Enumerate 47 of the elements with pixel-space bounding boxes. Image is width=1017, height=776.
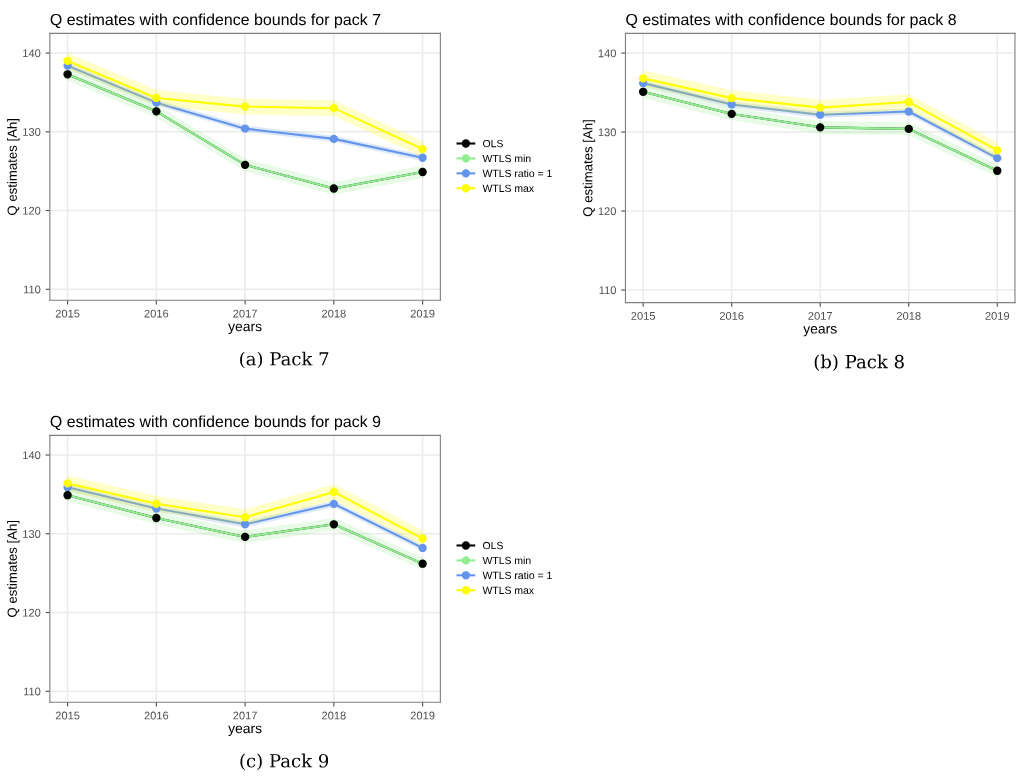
x-tick-label: 2015 xyxy=(55,711,80,720)
y-tick-label: 140 xyxy=(23,451,41,460)
legend-label: OLS xyxy=(483,139,503,148)
y-axis-title: Q estimates [Ah] xyxy=(7,520,20,617)
x-tick-label: 2017 xyxy=(808,311,833,320)
legend-label: WTLS max xyxy=(482,184,534,193)
legend-label: WTLS min xyxy=(482,154,531,163)
y-tick-label: 110 xyxy=(599,286,616,295)
legend-label: OLS xyxy=(483,541,503,550)
text: (a) Pack 7 xyxy=(240,351,329,369)
y-tick-label: 110 xyxy=(23,687,41,696)
x-tick-label: 2017 xyxy=(233,309,257,318)
x-tick-label: 2017 xyxy=(233,711,257,720)
y-tick-label: 140 xyxy=(598,49,616,58)
chart-title: Q estimates with confidence bounds for pack 8 xyxy=(626,13,956,29)
y-tick-label: 130 xyxy=(23,530,41,538)
legend-label: WTLS min xyxy=(482,556,531,565)
text: (c) Pack 9 xyxy=(240,753,329,771)
y-tick-label: 120 xyxy=(598,207,616,216)
x-tick-label: 2018 xyxy=(896,311,921,320)
y-tick-label: 120 xyxy=(23,608,41,617)
y-axis-title: Q estimates [Ah] xyxy=(7,119,20,215)
x-axis-title: years xyxy=(803,326,837,337)
x-tick-label: 2016 xyxy=(144,711,169,720)
x-tick-label: 2018 xyxy=(322,309,346,318)
legend-label: WTLS max xyxy=(482,586,534,594)
y-tick-label: 130 xyxy=(598,128,616,137)
x-tick-label: 2019 xyxy=(410,309,435,318)
x-tick-label: 2019 xyxy=(985,311,1010,320)
text: (b) Pack 8 xyxy=(814,354,904,372)
y-tick-label: 110 xyxy=(23,285,41,294)
chart-title: Q estimates with confidence bounds for pack 9 xyxy=(50,415,381,431)
x-tick-label: 2015 xyxy=(55,309,80,318)
y-axis-title: Q estimates [Ah] xyxy=(582,120,596,217)
x-tick-label: 2015 xyxy=(631,311,656,320)
x-tick-label: 2019 xyxy=(410,711,435,720)
chart-title: Q estimates with confidence bounds for pack 7 xyxy=(50,13,381,29)
x-tick-label: 2016 xyxy=(719,311,744,320)
x-tick-label: 2018 xyxy=(322,711,346,720)
legend-label: WTLS ratio = 1 xyxy=(482,571,552,580)
y-tick-label: 130 xyxy=(23,128,41,136)
x-axis-title: years xyxy=(228,323,262,335)
y-tick-label: 120 xyxy=(23,206,41,215)
y-tick-label: 140 xyxy=(23,49,41,58)
x-tick-label: 2016 xyxy=(144,309,169,318)
x-axis-title: years xyxy=(228,725,262,736)
legend-label: WTLS ratio = 1 xyxy=(482,169,552,178)
